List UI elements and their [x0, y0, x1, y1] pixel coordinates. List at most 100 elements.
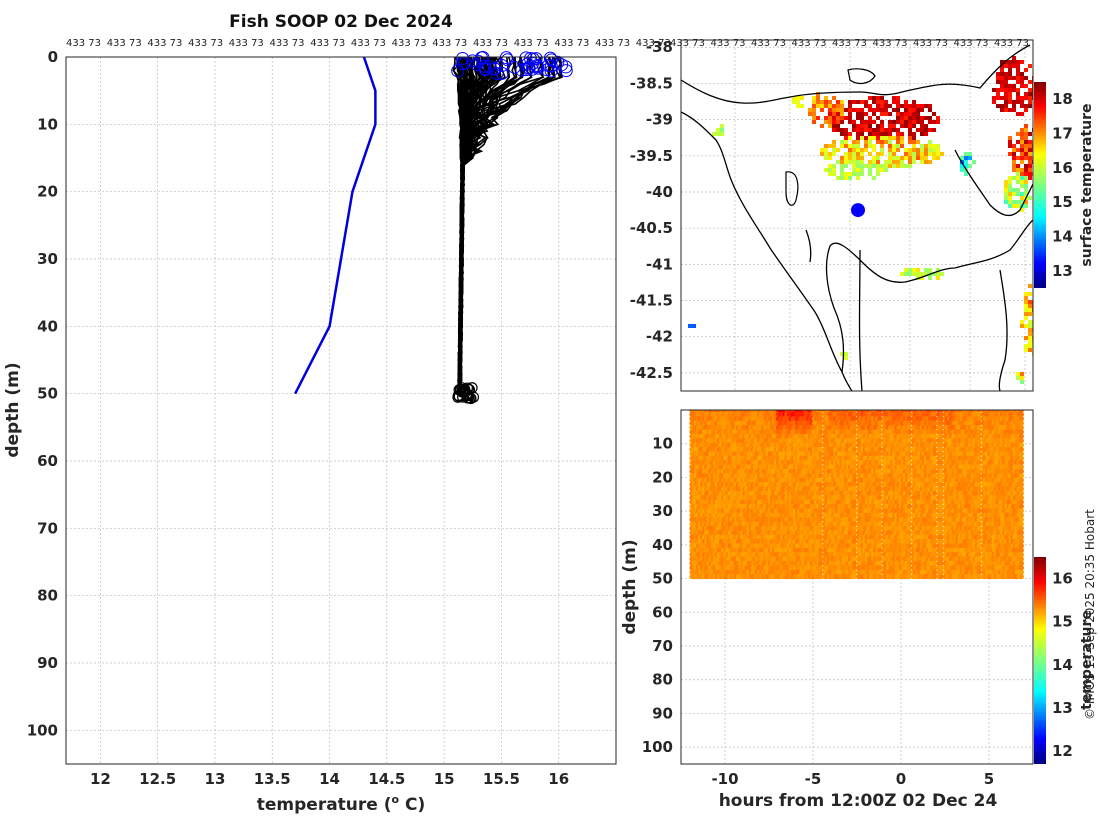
sst-pixel [880, 132, 884, 136]
surface-marker [555, 58, 569, 72]
sst-pixel [936, 148, 940, 152]
sst-pixel [840, 104, 844, 108]
sst-pixel [924, 160, 928, 164]
sst-pixel [844, 176, 848, 180]
sst-pixel [1012, 88, 1016, 92]
map-y-tick-label: -38 [646, 38, 673, 56]
sst-pixel [1016, 192, 1020, 196]
sst-pixel [1016, 372, 1020, 376]
map-colorbar-tick: 16 [1052, 159, 1073, 177]
sst-pixel [824, 156, 828, 160]
sst-pixel [920, 276, 924, 280]
sst-pixel [688, 324, 692, 328]
sst-pixel [1024, 124, 1028, 128]
sst-pixel [1008, 152, 1012, 156]
sst-pixel [872, 156, 876, 160]
sst-pixel [836, 104, 840, 108]
sst-pixel [1028, 148, 1032, 152]
sst-pixel [880, 168, 884, 172]
sst-pixel [908, 132, 912, 136]
sst-pixel [796, 100, 800, 104]
top-label: 433 73 [636, 38, 671, 49]
section-scatter [689, 410, 1024, 580]
sst-pixel [892, 148, 896, 152]
sst-pixel [860, 168, 864, 172]
sst-pixel [1036, 328, 1040, 332]
sst-pixel [864, 128, 868, 132]
sst-pixel [1008, 184, 1012, 188]
sst-pixel [892, 144, 896, 148]
sst-pixel [912, 108, 916, 112]
sst-pixel [908, 108, 912, 112]
sst-pixel [848, 132, 852, 136]
sst-pixel [848, 160, 852, 164]
sst-pixel [868, 108, 872, 112]
sst-pixel [1020, 132, 1024, 136]
sst-pixel [836, 108, 840, 112]
sst-pixel [908, 268, 912, 272]
sst-pixel [1012, 144, 1016, 148]
sst-pixel [848, 120, 852, 124]
sst-pixel [848, 104, 852, 108]
sst-pixel [840, 100, 844, 104]
sst-pixel [1028, 336, 1032, 340]
sst-pixel [924, 104, 928, 108]
x-tick-label: 12.5 [139, 770, 176, 788]
sst-pixel [876, 168, 880, 172]
sst-pixel [1012, 168, 1016, 172]
sst-pixel [892, 100, 896, 104]
sst-pixel [824, 120, 828, 124]
sst-pixel [876, 96, 880, 100]
sst-pixel [916, 148, 920, 152]
sst-pixel [1016, 80, 1020, 84]
sst-pixel [1008, 192, 1012, 196]
sst-pixel [864, 120, 868, 124]
sst-pixel [1012, 56, 1016, 60]
sst-pixel [964, 160, 968, 164]
x-axis-label-suffix: C) [399, 795, 425, 815]
sst-pixel [928, 148, 932, 152]
sst-pixel [1024, 68, 1028, 72]
sst-pixel [792, 100, 796, 104]
sst-pixel [912, 268, 916, 272]
map-y-tick-labels: -38-38.5-39-39.5-40-40.5-41-41.5-42-42.5 [630, 38, 673, 382]
sst-pixel [848, 108, 852, 112]
sst-pixel [908, 156, 912, 160]
sst-pixel [876, 164, 880, 168]
sst-pixel [916, 116, 920, 120]
sst-pixel [832, 172, 836, 176]
sst-pixel [928, 160, 932, 164]
sst-pixel [1016, 172, 1020, 176]
sst-pixel [888, 112, 892, 116]
map-colorbar-tick: 14 [1052, 228, 1073, 246]
sst-pixel [904, 268, 908, 272]
sst-pixel [896, 160, 900, 164]
sst-pixel [888, 148, 892, 152]
sst-pixel [840, 352, 844, 356]
sst-pixel [908, 272, 912, 276]
sst-pixel [856, 144, 860, 148]
sst-pixel [828, 120, 832, 124]
top-label: 433 73 [107, 38, 142, 49]
sst-pixel [796, 96, 800, 100]
sst-pixels [688, 56, 1040, 384]
sst-pixel [992, 96, 996, 100]
sst-pixel [840, 172, 844, 176]
sst-pixel [856, 108, 860, 112]
sst-pixel [888, 120, 892, 124]
sst-pixel [824, 104, 828, 108]
sst-pixel [836, 160, 840, 164]
sst-pixel [996, 104, 1000, 108]
sst-pixel [820, 148, 824, 152]
sst-pixel [892, 160, 896, 164]
sst-pixel [1000, 88, 1004, 92]
sst-pixel [872, 100, 876, 104]
sst-pixel [904, 272, 908, 276]
sst-pixel [844, 128, 848, 132]
sst-pixel [884, 136, 888, 140]
sst-pixel [872, 132, 876, 136]
sst-pixel [900, 144, 904, 148]
sst-pixel [884, 140, 888, 144]
sst-pixel [1012, 204, 1016, 208]
